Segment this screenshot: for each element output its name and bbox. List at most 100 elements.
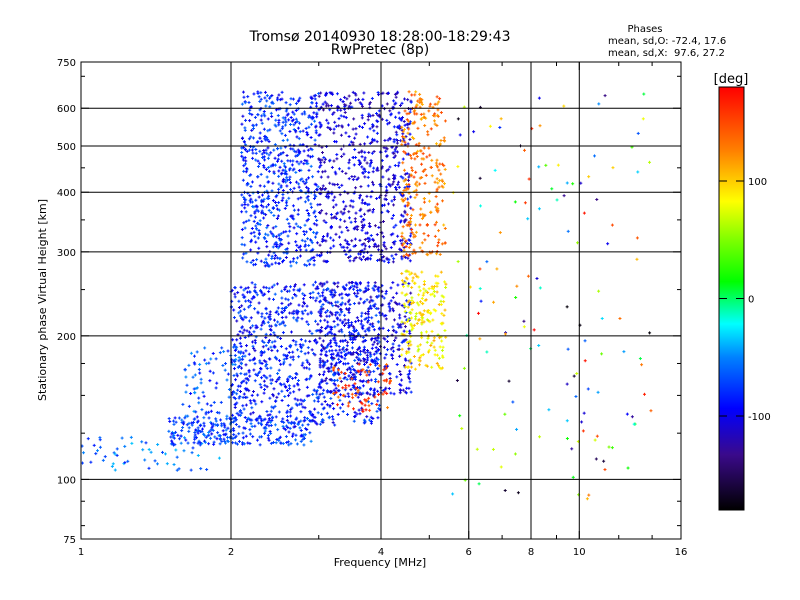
data-point — [373, 336, 377, 340]
data-point — [439, 299, 443, 303]
data-point — [527, 177, 531, 181]
data-point — [422, 157, 426, 161]
data-point — [263, 292, 267, 296]
data-point — [262, 149, 266, 153]
data-point — [391, 260, 395, 264]
data-point — [292, 420, 296, 424]
data-point — [374, 284, 378, 288]
data-point — [317, 395, 321, 399]
data-point — [247, 370, 251, 374]
data-point — [358, 124, 362, 128]
data-point — [386, 328, 390, 332]
data-point — [315, 285, 319, 289]
data-point — [202, 433, 206, 437]
data-point — [271, 297, 275, 301]
data-point — [194, 428, 198, 432]
data-point — [266, 340, 270, 344]
data-point — [331, 198, 335, 202]
data-point — [352, 335, 356, 339]
data-point — [316, 322, 320, 326]
data-point — [177, 437, 181, 441]
data-point — [240, 122, 244, 126]
data-point — [337, 235, 341, 239]
data-point — [232, 374, 236, 378]
data-point — [526, 274, 530, 278]
data-point — [443, 119, 447, 123]
y-tick-label: 600 — [57, 104, 76, 115]
data-point — [411, 252, 415, 256]
data-point — [163, 452, 167, 456]
data-point — [261, 345, 265, 349]
data-point — [566, 347, 570, 351]
data-point — [363, 142, 367, 146]
data-point — [314, 287, 318, 291]
data-point — [537, 96, 541, 100]
data-point — [408, 137, 412, 141]
data-point — [168, 419, 172, 423]
data-point — [404, 358, 408, 362]
data-point — [382, 345, 386, 349]
data-point — [581, 429, 585, 433]
data-point — [460, 427, 464, 431]
data-point — [243, 162, 247, 166]
data-point — [282, 357, 286, 361]
data-point — [211, 422, 215, 426]
data-point — [368, 408, 372, 412]
data-point — [306, 417, 310, 421]
data-point — [321, 307, 325, 311]
data-point — [286, 404, 290, 408]
data-point — [195, 415, 199, 419]
data-point — [602, 459, 606, 463]
data-point — [303, 433, 307, 437]
data-point — [238, 330, 242, 334]
data-point — [325, 280, 329, 284]
data-point — [244, 148, 248, 152]
data-point — [593, 154, 597, 158]
data-point — [426, 291, 430, 295]
data-point — [636, 131, 640, 135]
data-point — [291, 358, 295, 362]
data-point — [274, 261, 278, 265]
data-point — [298, 254, 302, 258]
data-point — [283, 206, 287, 210]
data-point — [318, 203, 322, 207]
data-point — [263, 417, 267, 421]
data-point — [297, 182, 301, 186]
data-point — [369, 233, 373, 237]
data-point — [341, 386, 345, 390]
data-point — [257, 301, 261, 305]
data-point — [354, 98, 358, 102]
data-point — [426, 234, 430, 238]
data-point — [196, 426, 200, 430]
data-point — [282, 360, 286, 364]
data-point — [256, 236, 260, 240]
data-point — [413, 223, 417, 227]
data-point — [267, 203, 271, 207]
data-point — [324, 299, 328, 303]
data-point — [190, 423, 194, 427]
data-point — [402, 168, 406, 172]
data-point — [488, 124, 492, 128]
data-point — [610, 446, 614, 450]
data-point — [345, 240, 349, 244]
data-point — [248, 399, 252, 403]
data-point — [267, 253, 271, 257]
data-point — [269, 441, 273, 445]
data-point — [351, 396, 355, 400]
data-point — [263, 264, 267, 268]
data-point — [321, 184, 325, 188]
data-point — [287, 118, 291, 122]
data-point — [353, 148, 357, 152]
data-point — [269, 431, 273, 435]
data-point — [397, 185, 401, 189]
data-point — [198, 362, 202, 366]
data-point — [278, 382, 282, 386]
data-point — [306, 322, 310, 326]
data-point — [207, 433, 211, 437]
data-point — [186, 414, 190, 418]
data-point — [243, 156, 247, 160]
data-point — [439, 138, 443, 142]
data-point — [234, 423, 238, 427]
data-point — [418, 246, 422, 250]
data-point — [130, 441, 134, 445]
